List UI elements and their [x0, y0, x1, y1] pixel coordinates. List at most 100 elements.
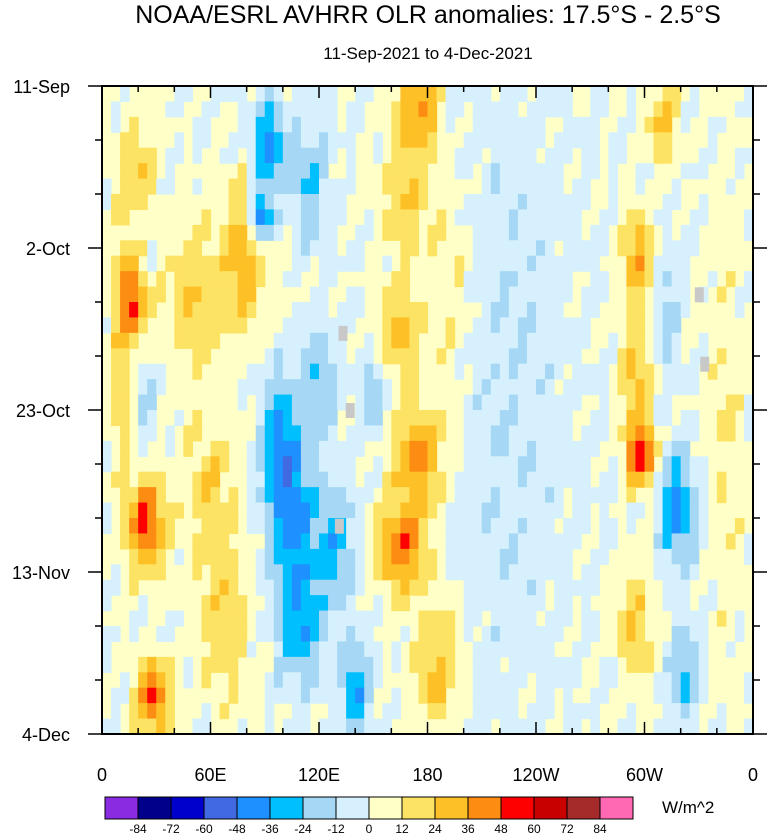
field-cell — [680, 379, 691, 396]
field-cell — [156, 379, 166, 396]
field-cell — [346, 610, 356, 627]
field-cell — [237, 209, 248, 226]
field-cell — [346, 533, 356, 550]
field-cell — [536, 641, 546, 658]
field-cell — [409, 564, 420, 581]
field-cell — [364, 410, 374, 427]
field-cell — [364, 363, 374, 380]
field-cell — [355, 579, 365, 596]
field-cell — [120, 86, 130, 103]
field-cell — [156, 471, 166, 488]
field-cell — [545, 101, 555, 118]
field-cell — [201, 209, 212, 226]
field-cell — [355, 687, 365, 704]
field-cell — [382, 533, 392, 550]
field-cell — [255, 626, 266, 643]
field-cell — [743, 548, 753, 565]
field-cell — [590, 271, 600, 288]
field-cell — [400, 548, 411, 565]
field-cell — [273, 163, 284, 180]
field-cell — [111, 579, 121, 596]
field-cell — [590, 579, 600, 596]
field-cell — [481, 687, 492, 704]
field-cell — [572, 502, 582, 519]
field-cell — [572, 703, 582, 720]
field-cell — [138, 178, 148, 195]
field-cell — [743, 271, 753, 288]
field-cell — [635, 440, 646, 457]
field-cell — [237, 224, 248, 241]
field-cell — [337, 209, 347, 226]
field-cell — [680, 626, 691, 643]
field-cell — [590, 240, 600, 257]
field-cell — [554, 132, 564, 149]
field-cell — [481, 471, 492, 488]
field-cell — [418, 610, 429, 627]
field-cell — [599, 672, 609, 689]
field-cell — [364, 703, 374, 720]
field-cell — [662, 332, 673, 349]
field-cell — [346, 641, 356, 658]
field-cell — [508, 194, 519, 211]
field-cell — [201, 271, 212, 288]
field-cell — [282, 163, 293, 180]
field-cell — [599, 548, 609, 565]
field-cell — [346, 363, 356, 380]
field-cell — [328, 86, 338, 103]
field-cell — [445, 548, 456, 565]
field-cell — [273, 101, 284, 118]
field-cell — [563, 255, 573, 272]
field-cell — [228, 656, 239, 673]
field-cell — [454, 147, 465, 164]
field-cell — [698, 656, 709, 673]
field-cell — [490, 116, 501, 133]
field-cell — [499, 240, 510, 257]
field-cell — [608, 163, 618, 180]
field-cell — [319, 194, 329, 211]
field-cell — [472, 240, 483, 257]
field-cell — [635, 302, 646, 319]
field-cell — [653, 471, 664, 488]
field-cell — [445, 317, 456, 334]
field-cell — [300, 595, 311, 612]
field-cell — [671, 487, 682, 504]
field-cell — [400, 194, 411, 211]
colorbar-swatch — [566, 796, 601, 820]
field-cell — [725, 394, 736, 411]
field-cell — [192, 502, 203, 519]
field-cell — [273, 147, 284, 164]
field-cell — [689, 502, 700, 519]
field-cell — [364, 86, 374, 103]
field-cell — [328, 456, 338, 473]
field-cell — [716, 610, 727, 627]
field-cell — [309, 595, 320, 612]
field-cell — [734, 101, 745, 118]
field-cell — [490, 656, 501, 673]
field-cell — [291, 533, 302, 550]
field-cell — [282, 548, 293, 565]
field-cell — [246, 487, 257, 504]
field-cell — [291, 132, 302, 149]
field-cell — [228, 564, 239, 581]
field-cell — [138, 286, 148, 303]
field-cell — [707, 132, 718, 149]
field-cell — [617, 626, 628, 643]
field-cell — [382, 703, 392, 720]
field-cell — [120, 271, 130, 288]
field-cell — [319, 425, 329, 442]
field-cell — [319, 518, 329, 535]
field-cell — [129, 317, 139, 334]
field-cell — [337, 718, 347, 734]
field-cell — [346, 286, 356, 303]
field-cell — [490, 224, 501, 241]
field-cell — [463, 610, 474, 627]
field-cell — [219, 518, 230, 535]
field-cell — [391, 194, 401, 211]
field-cell — [364, 687, 374, 704]
y-tick-label: 13-Nov — [12, 563, 70, 583]
field-cell — [129, 579, 139, 596]
field-cell — [219, 286, 230, 303]
field-cell — [481, 533, 492, 550]
field-cell — [581, 332, 591, 349]
